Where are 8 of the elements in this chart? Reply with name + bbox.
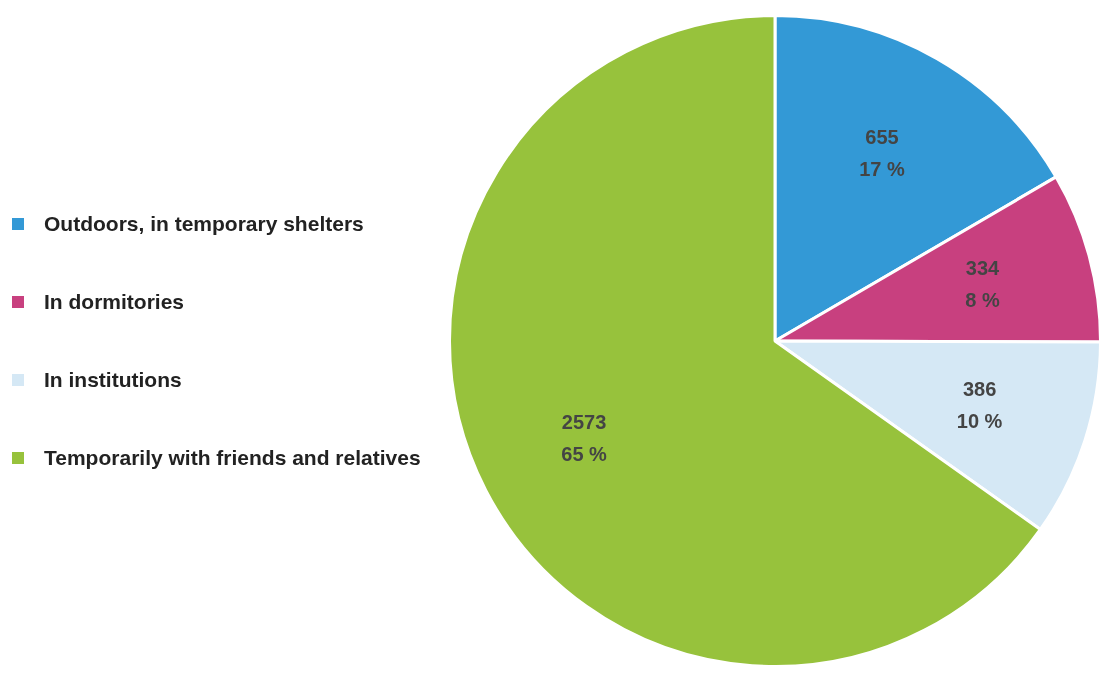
data-label: 655 17 % (859, 126, 905, 181)
legend-label: In institutions (44, 367, 182, 393)
legend-label: In dormitories (44, 289, 185, 315)
legend-label: Temporarily with friends and relatives (44, 445, 421, 471)
data-label: 386 10 % (956, 378, 1003, 433)
legend-label: Outdoors, in temporary shelters (44, 211, 364, 237)
data-label: 334 8 % (965, 256, 1001, 311)
data-label: 2573 65 % (561, 411, 608, 466)
